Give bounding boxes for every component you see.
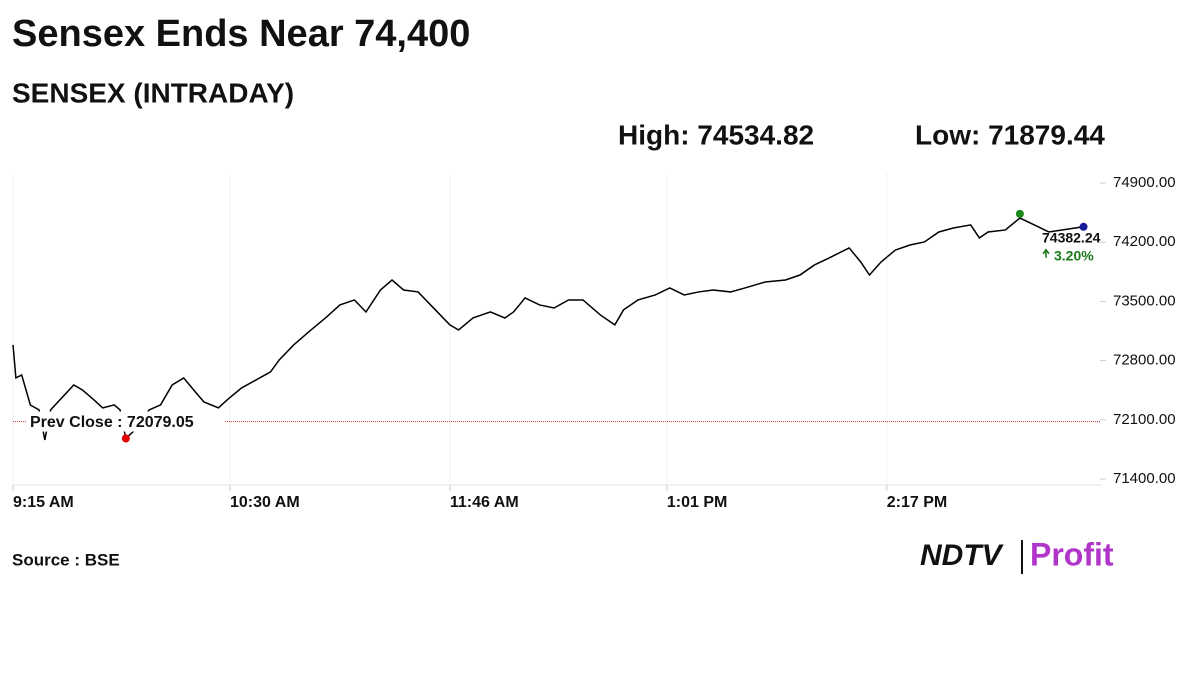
prev-close-label-bg xyxy=(26,411,224,432)
y-tick-label: 72100.00 xyxy=(1113,411,1176,428)
x-tick-label: 1:01 PM xyxy=(667,494,727,511)
y-tick-label: 73500.00 xyxy=(1113,292,1176,309)
last-marker xyxy=(1079,222,1088,231)
change-label: 3.20% xyxy=(1054,247,1094,263)
y-tick-label: 72800.00 xyxy=(1113,352,1176,369)
y-tick-label: 71400.00 xyxy=(1113,470,1176,487)
high-marker xyxy=(1015,209,1024,218)
y-tick-label: 74200.00 xyxy=(1113,233,1176,250)
change-arrow xyxy=(1042,248,1050,258)
low-marker xyxy=(121,434,130,443)
x-tick-label: 10:30 AM xyxy=(230,494,300,511)
x-tick-label: 11:46 AM xyxy=(450,494,519,511)
chart-subtitle: SENSEX (INTRADAY) xyxy=(12,77,294,108)
y-tick-label: 74900.00 xyxy=(1113,174,1176,191)
prev-close-label: Prev Close : 72079.05 xyxy=(30,414,194,431)
brand-profit: Profit xyxy=(1030,536,1114,572)
x-tick-label: 9:15 AM xyxy=(13,494,74,511)
source: Source : BSE xyxy=(12,550,120,569)
last-value-label: 74382.24 xyxy=(1042,229,1101,245)
x-tick-label: 2:17 PM xyxy=(887,494,947,511)
chart-title: Sensex Ends Near 74,400 xyxy=(12,13,470,55)
low-label: Low: 71879.44 xyxy=(915,119,1105,150)
brand-ndtv: NDTV xyxy=(920,539,1005,572)
high-label: High: 74534.82 xyxy=(618,119,814,150)
price-line xyxy=(12,217,1084,441)
